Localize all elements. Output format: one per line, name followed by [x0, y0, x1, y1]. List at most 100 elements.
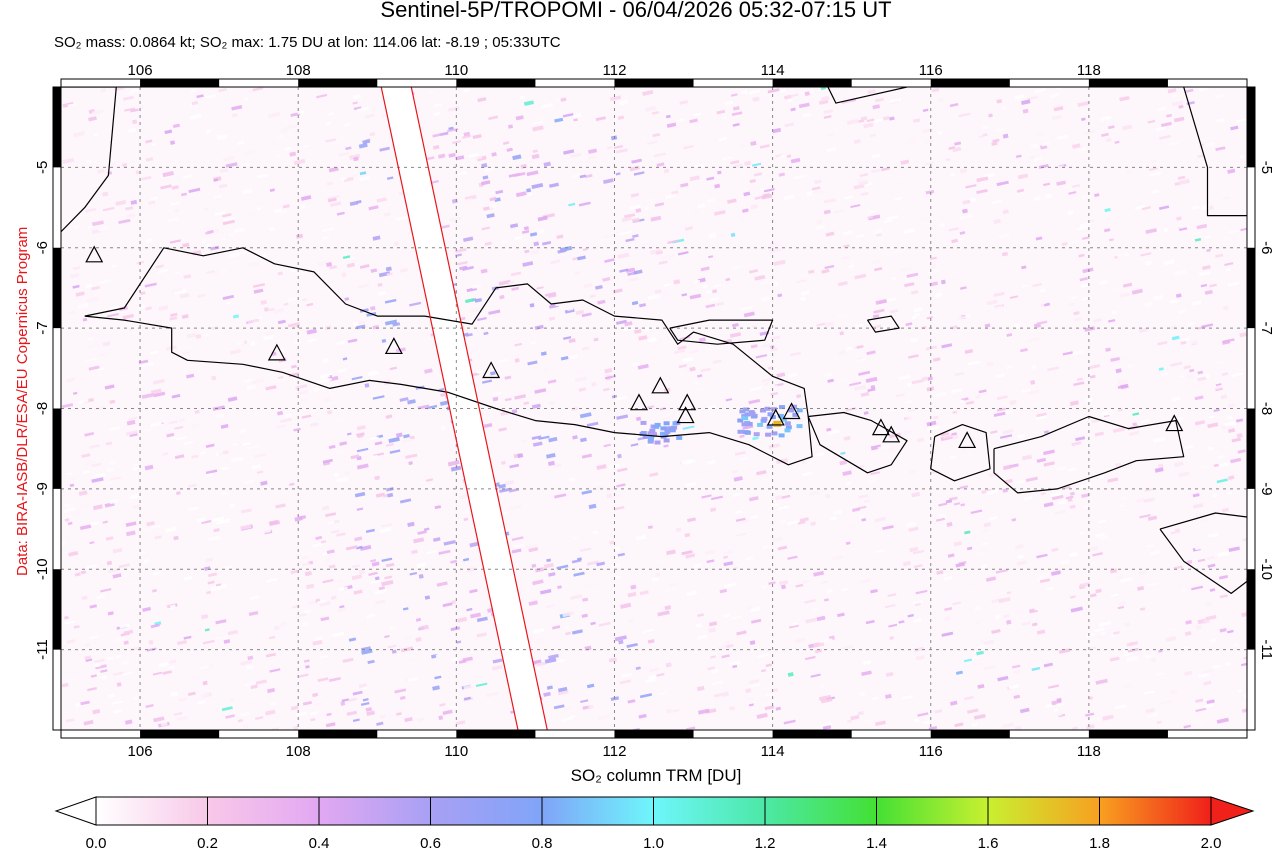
so2-pixel [757, 653, 769, 658]
so2-pixel [170, 691, 179, 697]
so2-pixel [676, 527, 682, 532]
scale-block [1247, 569, 1255, 650]
so2-pixel [188, 483, 197, 488]
so2-pixel [1210, 638, 1217, 643]
so2-pixel [960, 503, 966, 507]
so2-pixel [991, 629, 1001, 634]
so2-pixel [302, 562, 311, 567]
so2-pixel [384, 635, 390, 639]
so2-pixel [178, 697, 187, 703]
so2-pixel [1220, 236, 1230, 242]
so2-pixel [196, 293, 207, 298]
so2-pixel [740, 142, 746, 148]
so2-pixel [588, 503, 597, 510]
so2-pixel [1131, 218, 1139, 223]
so2-pixel [202, 680, 208, 686]
so2-pixel [174, 208, 180, 213]
so2-pixel [776, 521, 788, 527]
so2-pixel [572, 435, 578, 440]
so2-pixel [102, 206, 115, 212]
so2-pixel [321, 236, 330, 241]
so2-pixel [289, 268, 297, 273]
so2-pixel [705, 303, 716, 309]
so2-pixel [1175, 293, 1182, 298]
so2-pixel [1240, 290, 1246, 294]
so2-pixel [860, 391, 870, 397]
so2-pixel [767, 412, 774, 417]
so2-pixel [727, 198, 737, 204]
so2-pixel [655, 250, 664, 255]
so2-pixel [1036, 553, 1048, 559]
so2-pixel [534, 388, 547, 394]
so2-pixel [344, 297, 350, 301]
so2-pixel [273, 308, 285, 314]
so2-pixel [747, 605, 752, 610]
so2-pixel [1057, 500, 1066, 506]
so2-pixel [692, 112, 702, 117]
so2-pixel [387, 492, 394, 498]
so2-pixel [856, 234, 865, 238]
so2-pixel [469, 588, 478, 594]
so2-pixel [91, 220, 104, 227]
so2-pixel [418, 624, 429, 631]
so2-pixel [763, 641, 771, 647]
so2-pixel [188, 187, 201, 194]
so2-pixel [903, 429, 912, 435]
volcano-marker-icon [482, 361, 501, 379]
so2-pixel [957, 315, 967, 320]
so2-pixel [723, 582, 736, 588]
so2-pixel [632, 361, 641, 367]
so2-pixel [247, 211, 256, 217]
so2-pixel [342, 255, 351, 260]
so2-pixel [118, 563, 130, 569]
colorbar-over-arrow-icon [1210, 796, 1255, 826]
so2-pixel [171, 287, 183, 293]
so2-pixel [812, 189, 823, 195]
so2-pixel [635, 416, 642, 422]
so2-pixel [240, 162, 251, 168]
volcano-marker-icon [629, 393, 648, 411]
so2-pixel [799, 517, 809, 523]
so2-pixel [358, 569, 366, 575]
so2-pixel [787, 672, 794, 677]
so2-pixel [581, 312, 592, 318]
so2-pixel [1176, 216, 1182, 221]
so2-pixel [625, 267, 636, 273]
so2-pixel [358, 320, 365, 325]
so2-pixel [236, 141, 245, 146]
so2-pixel [593, 337, 599, 342]
so2-pixel [872, 104, 881, 110]
so2-pixel [243, 97, 250, 101]
so2-pixel [963, 658, 973, 663]
so2-pixel [888, 447, 896, 452]
so2-pixel [100, 669, 108, 673]
so2-pixel [861, 518, 867, 522]
so2-pixel [1208, 532, 1219, 538]
so2-pixel [392, 322, 401, 327]
so2-pixel [838, 281, 848, 287]
so2-pixel [150, 524, 162, 529]
so2-pixel [828, 428, 840, 435]
coastline [930, 424, 991, 482]
so2-pixel [289, 305, 296, 310]
so2-pixel [352, 101, 358, 105]
so2-pixel [1098, 279, 1108, 286]
so2-pixel [748, 679, 760, 685]
so2-pixel [620, 95, 629, 101]
so2-pixel [182, 350, 191, 355]
so2-pixel [925, 186, 938, 192]
so2-pixel [70, 477, 76, 481]
so2-pixel [118, 218, 131, 225]
so2-pixel [1085, 712, 1095, 717]
so2-pixel [761, 193, 773, 200]
so2-pixel [1136, 498, 1146, 503]
so2-pixel [127, 213, 136, 218]
so2-pixel [857, 711, 864, 716]
so2-pixel [1111, 633, 1116, 638]
so2-pixel [1058, 648, 1071, 654]
so2-pixel [1118, 503, 1126, 508]
so2-pixel [129, 242, 136, 247]
so2-pixel [115, 199, 127, 206]
so2-pixel [606, 487, 615, 492]
so2-pixel [365, 528, 375, 534]
